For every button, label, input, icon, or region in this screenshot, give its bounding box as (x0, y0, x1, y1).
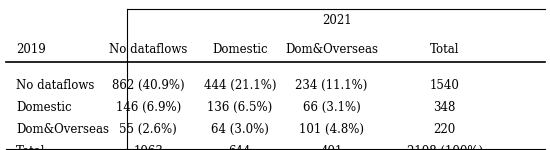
Text: 234 (11.1%): 234 (11.1%) (295, 79, 368, 92)
Text: Domestic: Domestic (212, 43, 268, 56)
Text: No dataflows: No dataflows (109, 43, 188, 56)
Text: 1063: 1063 (134, 145, 163, 150)
Text: 2021: 2021 (322, 14, 352, 27)
Text: 64 (3.0%): 64 (3.0%) (211, 123, 269, 136)
Text: 2108 (100%): 2108 (100%) (406, 145, 483, 150)
Text: 862 (40.9%): 862 (40.9%) (112, 79, 185, 92)
Text: 401: 401 (321, 145, 343, 150)
Text: 444 (21.1%): 444 (21.1%) (204, 79, 276, 92)
Text: 348: 348 (433, 101, 456, 114)
Text: 2019: 2019 (16, 43, 46, 56)
Text: 220: 220 (433, 123, 456, 136)
Text: 55 (2.6%): 55 (2.6%) (119, 123, 177, 136)
Text: 66 (3.1%): 66 (3.1%) (302, 101, 360, 114)
Text: 136 (6.5%): 136 (6.5%) (207, 101, 273, 114)
Text: 644: 644 (229, 145, 251, 150)
Text: 1540: 1540 (430, 79, 460, 92)
Text: Total: Total (430, 43, 460, 56)
Text: 146 (6.9%): 146 (6.9%) (116, 101, 181, 114)
Text: Dom&Overseas: Dom&Overseas (285, 43, 378, 56)
Text: No dataflows: No dataflows (16, 79, 95, 92)
Text: 101 (4.8%): 101 (4.8%) (299, 123, 364, 136)
Text: Domestic: Domestic (16, 101, 72, 114)
Text: Total: Total (16, 145, 46, 150)
Text: Dom&Overseas: Dom&Overseas (16, 123, 109, 136)
